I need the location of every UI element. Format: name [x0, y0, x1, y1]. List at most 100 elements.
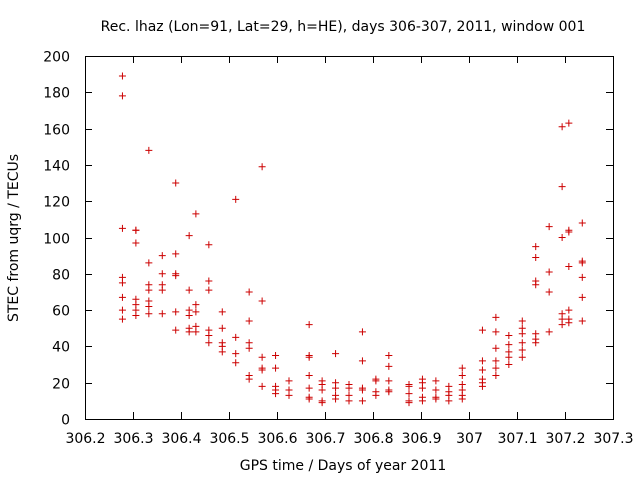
data-point	[405, 390, 413, 398]
data-point	[232, 350, 240, 358]
data-point	[492, 313, 500, 321]
data-point	[405, 399, 413, 407]
data-point	[545, 268, 553, 276]
x-tick-label: 306.5	[209, 431, 249, 447]
data-point	[565, 119, 573, 127]
data-point	[518, 330, 526, 338]
data-point	[205, 286, 213, 294]
data-point	[545, 223, 553, 231]
data-point	[185, 312, 193, 320]
data-point	[205, 332, 213, 340]
y-tick-label: 80	[52, 268, 70, 284]
data-point	[565, 263, 573, 271]
data-point	[558, 321, 566, 329]
data-point	[285, 391, 293, 399]
data-point	[118, 72, 126, 80]
data-point	[245, 344, 253, 352]
data-point	[358, 386, 366, 394]
data-point	[532, 281, 540, 289]
data-point	[232, 195, 240, 203]
data-point	[578, 219, 586, 227]
data-point	[345, 397, 353, 405]
data-point	[385, 377, 393, 385]
data-point	[118, 279, 126, 287]
data-point	[518, 353, 526, 361]
data-point	[145, 302, 153, 310]
data-point	[432, 386, 440, 394]
x-tick-label: 306.7	[305, 431, 345, 447]
chart-title: Rec. lhaz (Lon=91, Lat=29, h=HE), days 3…	[101, 19, 586, 35]
data-point	[405, 382, 413, 390]
data-point	[192, 308, 200, 316]
y-tick-label: 120	[43, 195, 70, 211]
data-point	[158, 270, 166, 278]
data-point	[445, 397, 453, 405]
y-tick-label: 140	[43, 159, 70, 175]
data-point	[558, 183, 566, 191]
data-point	[258, 382, 266, 390]
data-point	[478, 366, 486, 374]
data-point	[232, 333, 240, 341]
data-point	[118, 92, 126, 100]
data-point	[132, 312, 140, 320]
data-point	[332, 350, 340, 358]
data-point	[372, 377, 380, 385]
data-point	[458, 395, 466, 403]
data-point	[518, 346, 526, 354]
data-point	[185, 232, 193, 240]
data-point	[478, 326, 486, 334]
y-tick-label: 20	[52, 377, 70, 393]
x-tick-label: 306.4	[161, 431, 201, 447]
data-point	[158, 310, 166, 318]
data-series-stec	[118, 72, 586, 407]
data-point	[345, 384, 353, 392]
x-tick-label: 306.2	[65, 431, 105, 447]
data-point	[358, 397, 366, 405]
data-point	[558, 123, 566, 131]
data-point	[565, 306, 573, 314]
data-point	[245, 317, 253, 325]
data-point	[205, 339, 213, 347]
data-point	[492, 371, 500, 379]
y-tick-label: 160	[43, 123, 70, 139]
data-point	[432, 395, 440, 403]
data-point	[418, 384, 426, 392]
y-tick-label: 100	[43, 232, 70, 248]
data-point	[258, 163, 266, 171]
data-point	[358, 357, 366, 365]
data-point	[172, 250, 180, 258]
x-tick-label: 307.3	[593, 431, 633, 447]
data-point	[518, 317, 526, 325]
data-point	[332, 395, 340, 403]
data-point	[318, 399, 326, 407]
data-point	[578, 259, 586, 267]
data-point	[305, 321, 313, 329]
x-tick-label: 306.8	[353, 431, 393, 447]
data-point	[478, 357, 486, 365]
data-point	[118, 315, 126, 323]
x-axis: 306.2 306.3 306.4 306.5 306.6 306.7 306.8 306.9…	[65, 56, 634, 447]
data-point	[205, 277, 213, 285]
data-point	[245, 288, 253, 296]
data-point	[185, 328, 193, 336]
data-point	[505, 332, 513, 340]
data-point	[218, 324, 226, 332]
data-point	[118, 306, 126, 314]
x-tick-label: 307.2	[545, 431, 585, 447]
data-point	[332, 384, 340, 392]
data-point	[518, 339, 526, 347]
data-point	[545, 328, 553, 336]
data-point	[172, 326, 180, 334]
data-point	[505, 353, 513, 361]
data-point	[158, 286, 166, 294]
data-point	[218, 308, 226, 316]
data-point	[132, 239, 140, 247]
data-point	[458, 371, 466, 379]
data-point	[372, 391, 380, 399]
data-point	[232, 359, 240, 367]
data-point	[245, 375, 253, 383]
y-tick-label: 0	[61, 413, 70, 429]
data-point	[145, 146, 153, 154]
plot-area	[85, 56, 614, 420]
data-point	[272, 364, 280, 372]
